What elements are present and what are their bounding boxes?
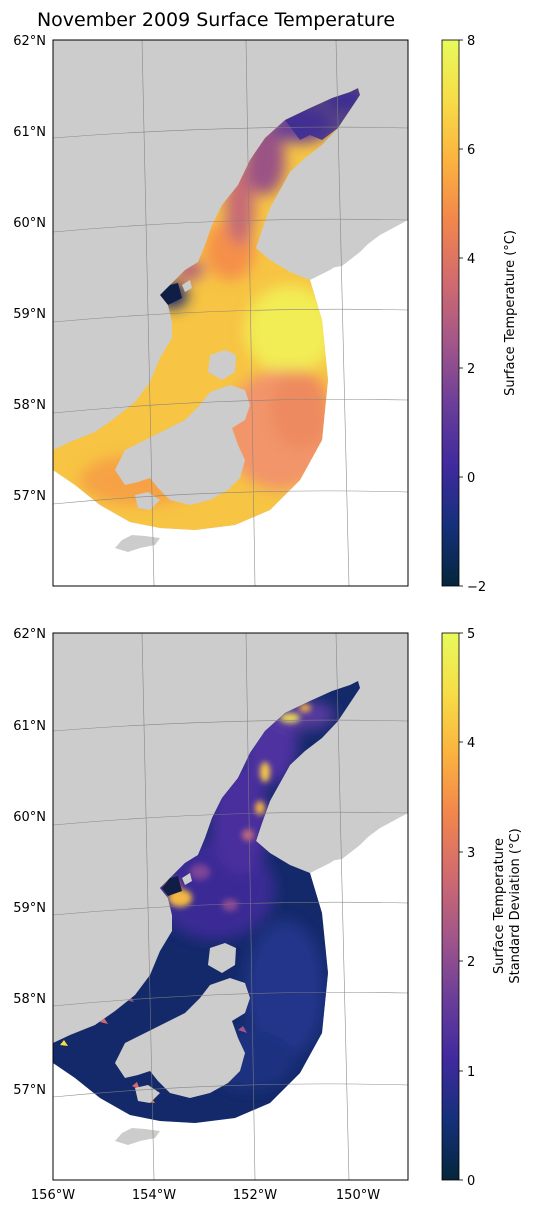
lat-tick-label: 60°N — [13, 216, 46, 231]
colorbar-tick-label: 4 — [467, 736, 475, 751]
colorbar-gradient — [441, 39, 460, 587]
lon-tick-label: 150°W — [336, 1188, 380, 1203]
lat-tick-label: 62°N — [13, 627, 46, 642]
colorbar-tick-label: 3 — [467, 846, 475, 861]
lon-tick-label: 156°W — [31, 1188, 75, 1203]
lat-tick-label: 58°N — [13, 398, 46, 413]
colorbar-tick-label: 6 — [467, 143, 475, 158]
colorbar-label-line-1: Surface Temperature — [492, 838, 507, 974]
colorbar-label: Surface Temperature (°C) — [503, 230, 518, 396]
longitude-ticks: 156°W 154°W 152°W 150°W — [31, 1188, 380, 1203]
colorbar-tick-label: 1 — [467, 1065, 475, 1080]
lat-tick-label: 58°N — [13, 992, 46, 1007]
lon-tick-label: 154°W — [132, 1188, 176, 1203]
lat-tick-label: 57°N — [13, 489, 46, 504]
colorbar-gradient — [441, 632, 460, 1181]
lat-tick-label: 57°N — [13, 1083, 46, 1098]
lon-tick-label: 152°W — [233, 1188, 277, 1203]
lat-tick-label: 62°N — [13, 34, 46, 49]
colorbar-tick-label: 2 — [467, 955, 475, 970]
colorbar-tick-label: 0 — [467, 471, 475, 486]
colorbar-temperature: 8 6 4 2 0 −2 Surface Temperature (°C) — [441, 34, 518, 595]
colorbar-tick-label: −2 — [467, 580, 486, 595]
colorbar-stddev: 5 4 3 2 1 0 Surface Temperature Standard… — [441, 627, 523, 1189]
map-frame — [52, 632, 409, 1181]
lat-tick-label: 59°N — [13, 901, 46, 916]
map-frame — [52, 39, 409, 587]
lat-tick-label: 61°N — [13, 125, 46, 140]
lat-tick-label: 61°N — [13, 719, 46, 734]
colorbar-tick-label: 5 — [467, 627, 475, 642]
map-panel-mean-temperature: 62°N 61°N 60°N 59°N 58°N 57°N 8 6 4 2 — [13, 34, 518, 595]
graticule — [53, 633, 408, 1180]
graticule — [53, 40, 408, 586]
open-ocean — [53, 813, 408, 1180]
map-panel-standard-deviation: 62°N 61°N 60°N 59°N 58°N 57°N 156°W 154°… — [13, 627, 523, 1203]
lat-tick-label: 60°N — [13, 810, 46, 825]
lat-tick-label: 59°N — [13, 307, 46, 322]
colorbar-tick-label: 4 — [467, 252, 475, 267]
latitude-ticks: 62°N 61°N 60°N 59°N 58°N 57°N — [13, 627, 46, 1098]
colorbar-tick-label: 8 — [467, 34, 475, 49]
colorbar-tick-label: 0 — [467, 1174, 475, 1189]
colorbar-tick-label: 2 — [467, 362, 475, 377]
latitude-ticks: 62°N 61°N 60°N 59°N 58°N 57°N — [13, 34, 46, 504]
colorbar-label-line-2: Standard Deviation (°C) — [508, 828, 523, 983]
open-ocean — [53, 220, 408, 586]
figure-title: November 2009 Surface Temperature — [37, 9, 395, 31]
